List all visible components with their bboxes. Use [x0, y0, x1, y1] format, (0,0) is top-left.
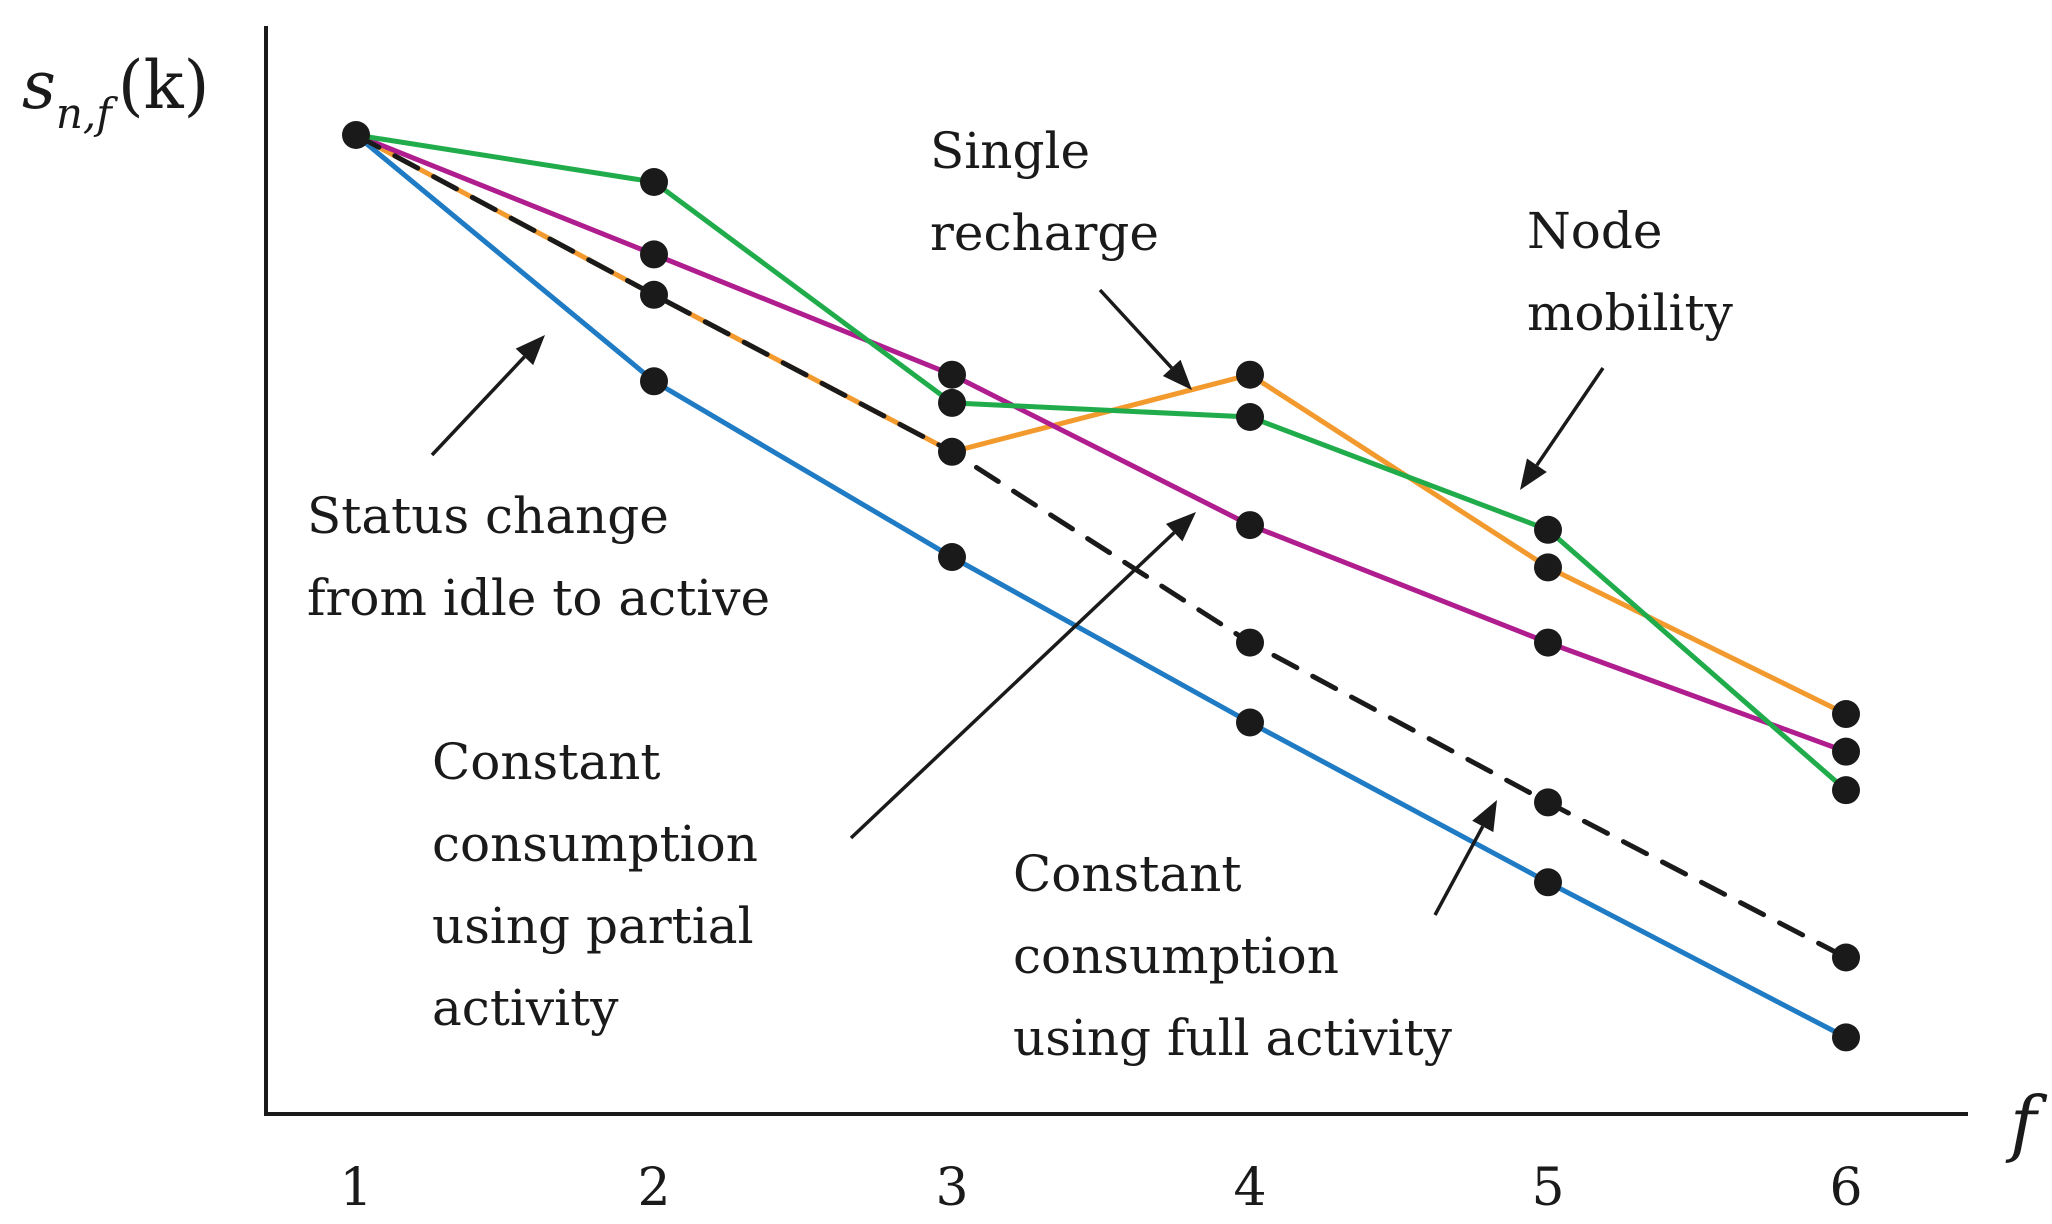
annotation-recharge: Single recharge	[930, 122, 1159, 262]
series-line-full	[353, 132, 1849, 1040]
x-tick-label-1: 1	[339, 1158, 372, 1218]
arrow-line-status	[430, 355, 526, 457]
point-recharge-5	[1534, 553, 1562, 582]
annotation-full: Constant consumption using full activity	[1013, 845, 1453, 1067]
axes	[264, 26, 1968, 1116]
arrow-head-mobility	[1520, 458, 1547, 490]
point-status-3	[938, 437, 966, 466]
annotation-status-line: from idle to active	[307, 569, 770, 627]
annotation-partial-line: using partial	[432, 897, 754, 955]
data-points	[342, 121, 1860, 1052]
x-axis-title: f	[2005, 1081, 2048, 1165]
point-full-3	[938, 543, 966, 572]
point-mobility-4	[1236, 403, 1264, 431]
arrow-line-recharge	[1098, 288, 1173, 370]
arrow-head-partial	[1165, 512, 1196, 542]
point-ref-6	[1832, 737, 1860, 766]
annotations: Single recharge Node mobility Status change f…	[307, 122, 1734, 1067]
arrow-head-status	[515, 335, 545, 366]
series-line-ref	[353, 132, 1849, 755]
annotation-status: Status change from idle to active	[307, 487, 770, 627]
series-lines	[353, 132, 1849, 1040]
point-full-2	[640, 367, 668, 396]
point-full-6	[1832, 1023, 1860, 1052]
point-mobility-6	[1832, 776, 1860, 805]
x-tick-label-5: 5	[1531, 1158, 1564, 1218]
point-status-2	[640, 280, 668, 309]
point-mobility-5	[1534, 515, 1562, 544]
x-tick-label-4: 4	[1233, 1158, 1266, 1218]
series-line-recharge	[949, 372, 1849, 717]
arrow-head-full	[1472, 800, 1497, 833]
x-tick-label-2: 2	[637, 1158, 670, 1218]
point-partial-5	[1534, 788, 1562, 817]
point-ref-5	[1534, 628, 1562, 657]
point-mobility-3	[938, 388, 966, 417]
annotation-mobility: Node mobility	[1527, 202, 1734, 342]
point-ref-2	[640, 240, 668, 269]
arrow-head-recharge	[1162, 359, 1192, 390]
series-line-partial	[353, 132, 1849, 960]
point-full-4	[1236, 708, 1264, 737]
x-tick-labels: 1 2 3 4 5 6	[339, 1158, 1862, 1218]
y-axis-title-subscript: n,f	[56, 89, 118, 138]
annotation-mobility-line: mobility	[1527, 284, 1734, 342]
point-recharge-4	[1236, 360, 1264, 389]
series-line-mobility	[353, 132, 1849, 793]
point-full-1	[342, 121, 370, 149]
arrow-line-full	[1433, 825, 1485, 916]
annotation-mobility-line: Node	[1527, 202, 1662, 260]
arrow-line-mobility	[1535, 367, 1605, 467]
annotation-partial: Constant consumption using partial activity	[432, 733, 758, 1037]
annotation-full-line: using full activity	[1013, 1009, 1453, 1067]
y-axis-title-symbol: s	[22, 47, 56, 124]
y-axis-title-argument: (k)	[118, 47, 210, 124]
point-full-5	[1534, 868, 1562, 897]
point-ref-4	[1236, 511, 1264, 540]
x-tick-label-3: 3	[935, 1158, 968, 1218]
annotation-full-line: Constant	[1013, 845, 1241, 903]
annotation-recharge-line: Single	[930, 122, 1090, 180]
y-axis-title: sn,f(k)	[22, 47, 209, 138]
annotation-status-line: Status change	[307, 487, 669, 545]
annotation-arrows	[430, 288, 1605, 916]
point-partial-4	[1236, 628, 1264, 657]
annotation-full-line: consumption	[1013, 927, 1339, 985]
annotation-partial-line: activity	[432, 979, 619, 1037]
annotation-partial-line: consumption	[432, 815, 758, 873]
point-ref-3	[938, 360, 966, 389]
point-partial-6	[1832, 943, 1860, 972]
annotation-partial-line: Constant	[432, 733, 660, 791]
x-tick-label-6: 6	[1829, 1158, 1862, 1218]
annotation-recharge-line: recharge	[930, 204, 1159, 262]
point-mobility-2	[640, 168, 668, 196]
point-recharge-6	[1832, 700, 1860, 729]
arrow-line-partial	[849, 531, 1176, 840]
